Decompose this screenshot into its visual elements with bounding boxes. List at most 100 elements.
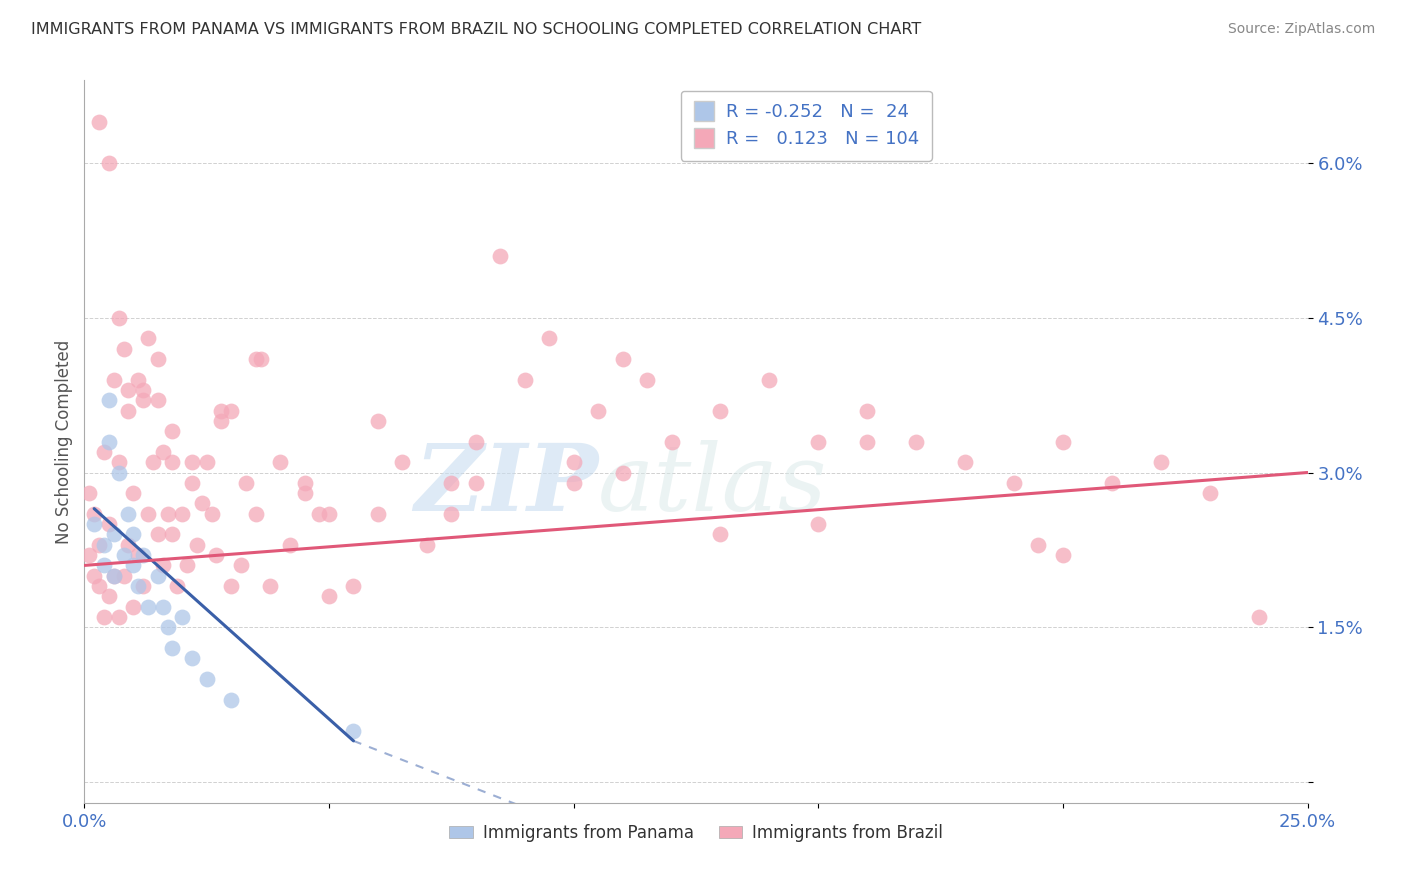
Point xyxy=(146,568,169,582)
Point xyxy=(172,507,194,521)
Point xyxy=(195,455,218,469)
Point xyxy=(103,527,125,541)
Point xyxy=(856,434,879,449)
Point xyxy=(612,466,634,480)
Point xyxy=(136,507,159,521)
Point xyxy=(136,599,159,614)
Point xyxy=(142,455,165,469)
Point xyxy=(107,466,129,480)
Point xyxy=(464,475,486,490)
Point xyxy=(93,538,115,552)
Point xyxy=(152,599,174,614)
Point xyxy=(87,538,110,552)
Point xyxy=(146,351,169,366)
Point xyxy=(112,342,135,356)
Point xyxy=(416,538,439,552)
Text: atlas: atlas xyxy=(598,440,828,530)
Point xyxy=(612,351,634,366)
Point xyxy=(83,507,105,521)
Point xyxy=(186,538,208,552)
Point xyxy=(181,651,204,665)
Point xyxy=(136,331,159,345)
Point xyxy=(132,579,155,593)
Y-axis label: No Schooling Completed: No Schooling Completed xyxy=(55,340,73,543)
Point xyxy=(107,455,129,469)
Point xyxy=(259,579,281,593)
Point xyxy=(191,496,214,510)
Point xyxy=(156,507,179,521)
Point xyxy=(1101,475,1123,490)
Point xyxy=(953,455,976,469)
Point xyxy=(117,403,139,417)
Point xyxy=(391,455,413,469)
Point xyxy=(162,640,184,655)
Point xyxy=(856,403,879,417)
Point xyxy=(77,486,100,500)
Point xyxy=(440,507,463,521)
Point xyxy=(93,558,115,573)
Point xyxy=(245,351,267,366)
Point xyxy=(1150,455,1173,469)
Point xyxy=(77,548,100,562)
Point xyxy=(117,383,139,397)
Point xyxy=(127,548,149,562)
Point xyxy=(342,723,364,738)
Point xyxy=(1052,548,1074,562)
Point xyxy=(269,455,291,469)
Text: IMMIGRANTS FROM PANAMA VS IMMIGRANTS FROM BRAZIL NO SCHOOLING COMPLETED CORRELAT: IMMIGRANTS FROM PANAMA VS IMMIGRANTS FRO… xyxy=(31,22,921,37)
Point xyxy=(464,434,486,449)
Text: ZIP: ZIP xyxy=(413,440,598,530)
Point xyxy=(93,445,115,459)
Point xyxy=(103,568,125,582)
Point xyxy=(709,403,731,417)
Point xyxy=(513,373,536,387)
Point xyxy=(219,579,242,593)
Point xyxy=(636,373,658,387)
Point xyxy=(758,373,780,387)
Point xyxy=(538,331,561,345)
Point xyxy=(122,558,145,573)
Text: Source: ZipAtlas.com: Source: ZipAtlas.com xyxy=(1227,22,1375,37)
Legend: Immigrants from Panama, Immigrants from Brazil: Immigrants from Panama, Immigrants from … xyxy=(443,817,949,848)
Point xyxy=(146,393,169,408)
Point xyxy=(367,507,389,521)
Point xyxy=(97,590,120,604)
Point xyxy=(807,434,830,449)
Point xyxy=(122,599,145,614)
Point xyxy=(107,310,129,325)
Point xyxy=(176,558,198,573)
Point xyxy=(200,507,222,521)
Point xyxy=(117,507,139,521)
Point xyxy=(586,403,609,417)
Point xyxy=(905,434,928,449)
Point xyxy=(489,249,512,263)
Point xyxy=(146,527,169,541)
Point xyxy=(97,517,120,532)
Point xyxy=(209,403,232,417)
Point xyxy=(219,692,242,706)
Point xyxy=(562,455,585,469)
Point xyxy=(440,475,463,490)
Point xyxy=(1002,475,1025,490)
Point xyxy=(229,558,252,573)
Point xyxy=(122,486,145,500)
Point xyxy=(166,579,188,593)
Point xyxy=(172,610,194,624)
Point xyxy=(181,455,204,469)
Point xyxy=(1247,610,1270,624)
Point xyxy=(156,620,179,634)
Point xyxy=(97,156,120,170)
Point xyxy=(97,434,120,449)
Point xyxy=(1052,434,1074,449)
Point xyxy=(235,475,257,490)
Point xyxy=(162,527,184,541)
Point xyxy=(219,403,242,417)
Point xyxy=(1028,538,1050,552)
Point xyxy=(103,568,125,582)
Point xyxy=(103,373,125,387)
Point xyxy=(245,507,267,521)
Point xyxy=(83,517,105,532)
Point xyxy=(87,114,110,128)
Point xyxy=(97,393,120,408)
Point xyxy=(342,579,364,593)
